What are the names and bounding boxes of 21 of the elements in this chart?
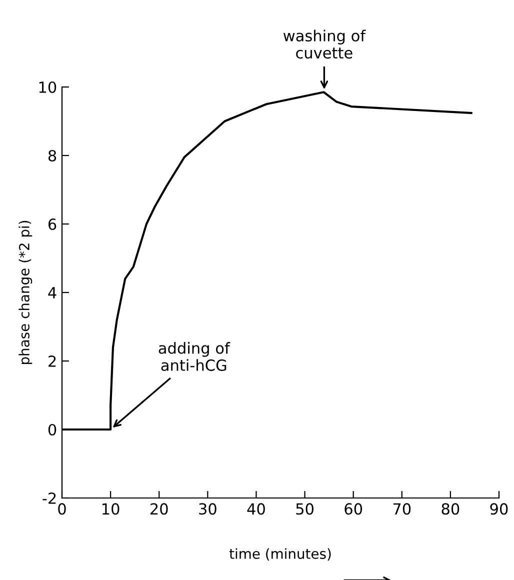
y-tick-label: 6 <box>48 218 56 230</box>
x-tick-label: 60 <box>344 503 362 515</box>
y-tick-label: 0 <box>48 424 56 436</box>
y-tick-label: 2 <box>48 355 56 367</box>
y-axis-title: phase change (*2 pi) <box>18 220 32 364</box>
x-tick-label: 10 <box>102 503 120 515</box>
x-axis-title: time (minutes) <box>229 548 331 561</box>
y-tick-label: 10 <box>39 81 56 94</box>
y-tick-label: 4 <box>48 287 56 298</box>
x-tick-label: 20 <box>150 503 168 515</box>
x-tick-label: 0 <box>58 503 66 515</box>
x-tick-label: 40 <box>247 503 265 515</box>
x-tick-label: 90 <box>490 503 508 515</box>
y-tick-label: -2 <box>42 492 56 504</box>
annotation: adding of anti-hCG <box>158 342 230 371</box>
x-tick-label: 50 <box>296 503 314 515</box>
x-tick-label: 70 <box>393 503 411 515</box>
annotation: washing of cuvette <box>283 30 366 59</box>
x-tick-label: 80 <box>442 503 460 515</box>
y-tick-label: 8 <box>48 150 56 162</box>
x-tick-label: 30 <box>199 503 216 515</box>
